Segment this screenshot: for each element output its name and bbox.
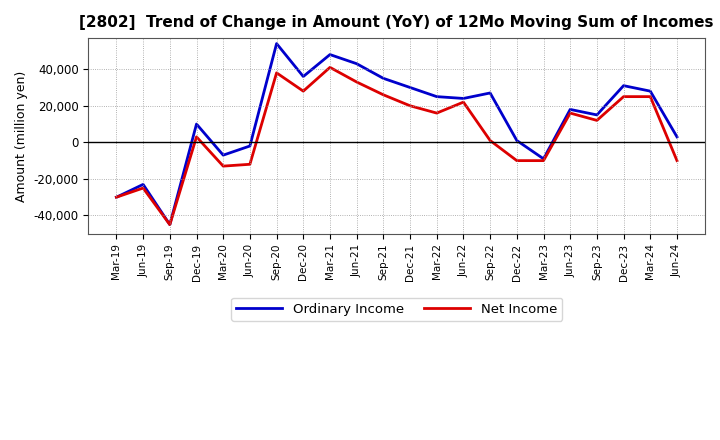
Net Income bbox=[593, 118, 601, 123]
Ordinary Income bbox=[406, 85, 415, 90]
Title: [2802]  Trend of Change in Amount (YoY) of 12Mo Moving Sum of Incomes: [2802] Trend of Change in Amount (YoY) o… bbox=[79, 15, 714, 30]
Net Income bbox=[139, 185, 148, 191]
Ordinary Income bbox=[299, 74, 307, 79]
Net Income bbox=[566, 110, 575, 116]
Legend: Ordinary Income, Net Income: Ordinary Income, Net Income bbox=[231, 297, 562, 321]
Net Income bbox=[513, 158, 521, 163]
Ordinary Income bbox=[593, 112, 601, 117]
Ordinary Income bbox=[246, 143, 254, 149]
Ordinary Income bbox=[486, 90, 495, 95]
Net Income bbox=[325, 65, 334, 70]
Net Income bbox=[352, 79, 361, 84]
Net Income bbox=[192, 134, 201, 139]
Ordinary Income bbox=[539, 156, 548, 161]
Net Income bbox=[379, 92, 387, 97]
Net Income bbox=[459, 99, 468, 105]
Net Income bbox=[619, 94, 628, 99]
Net Income bbox=[433, 110, 441, 116]
Net Income bbox=[246, 161, 254, 167]
Net Income bbox=[646, 94, 654, 99]
Net Income bbox=[406, 103, 415, 108]
Ordinary Income bbox=[566, 107, 575, 112]
Ordinary Income bbox=[352, 61, 361, 66]
Net Income bbox=[672, 158, 681, 163]
Ordinary Income bbox=[672, 134, 681, 139]
Net Income bbox=[112, 194, 121, 200]
Net Income bbox=[219, 164, 228, 169]
Ordinary Income bbox=[272, 41, 281, 46]
Net Income bbox=[166, 222, 174, 227]
Ordinary Income bbox=[379, 76, 387, 81]
Net Income bbox=[299, 88, 307, 94]
Net Income bbox=[272, 70, 281, 76]
Ordinary Income bbox=[325, 52, 334, 57]
Ordinary Income bbox=[459, 96, 468, 101]
Ordinary Income bbox=[112, 194, 121, 200]
Net Income bbox=[486, 138, 495, 143]
Ordinary Income bbox=[646, 88, 654, 94]
Ordinary Income bbox=[433, 94, 441, 99]
Line: Net Income: Net Income bbox=[117, 67, 677, 225]
Ordinary Income bbox=[139, 182, 148, 187]
Ordinary Income bbox=[192, 121, 201, 127]
Y-axis label: Amount (million yen): Amount (million yen) bbox=[15, 70, 28, 202]
Net Income bbox=[539, 158, 548, 163]
Ordinary Income bbox=[619, 83, 628, 88]
Ordinary Income bbox=[513, 138, 521, 143]
Ordinary Income bbox=[166, 222, 174, 227]
Ordinary Income bbox=[219, 153, 228, 158]
Line: Ordinary Income: Ordinary Income bbox=[117, 44, 677, 225]
